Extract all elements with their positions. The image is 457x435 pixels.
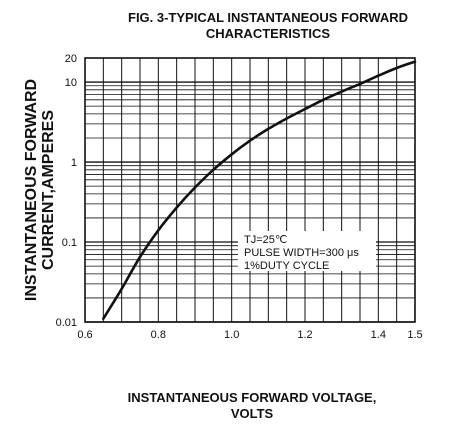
x-tick-label: 1.0 [224, 329, 239, 341]
y-tick-label: 0.1 [62, 237, 77, 249]
forward-current-curve [102, 60, 417, 320]
x-tick-label: 1.2 [297, 329, 312, 341]
x-tick-label: 0.6 [77, 329, 92, 341]
y-tick-label: 0.01 [56, 317, 77, 329]
y-axis-label-line-2: CURRENT,AMPERES [40, 110, 57, 270]
y-axis-label-line-1: INSTANTANEOUS FORWARD [23, 79, 40, 301]
x-axis-label: INSTANTANEOUS FORWARD VOLTAGE, VOLTS [128, 390, 377, 421]
chart-title: FIG. 3-TYPICAL INSTANTANEOUS FORWARD CHA… [128, 10, 408, 41]
grid-minor [85, 57, 415, 322]
y-tick-labels: 0.01 0.1 1 10 20 [56, 53, 77, 329]
y-tick-label: 1 [71, 157, 77, 169]
y-tick-label: 10 [65, 77, 77, 89]
x-axis-label-line-2: VOLTS [231, 406, 274, 421]
x-tick-label: 1.4 [371, 329, 386, 341]
plot-frame [84, 57, 416, 323]
x-tick-labels: 0.6 0.8 1.0 1.2 1.4 1.5 [77, 329, 422, 341]
chart-title-line-2: CHARACTERISTICS [206, 26, 331, 41]
annotation-line-1: TJ=25℃ [244, 234, 287, 246]
annotation-line-3: 1%DUTY CYCLE [244, 260, 329, 272]
annotation-line-2: PULSE WIDTH=300 μs [244, 247, 359, 259]
y-axis-label: INSTANTANEOUS FORWARD CURRENT,AMPERES [23, 79, 57, 301]
x-axis-label-line-1: INSTANTANEOUS FORWARD VOLTAGE, [128, 390, 377, 405]
x-tick-label: 0.8 [151, 329, 166, 341]
y-tick-label: 20 [65, 53, 77, 65]
annotation-box: TJ=25℃ PULSE WIDTH=300 μs 1%DUTY CYCLE [238, 231, 376, 272]
x-tick-label: 1.5 [407, 329, 422, 341]
chart-title-line-1: FIG. 3-TYPICAL INSTANTANEOUS FORWARD [128, 10, 408, 25]
annotation-background [238, 231, 376, 271]
